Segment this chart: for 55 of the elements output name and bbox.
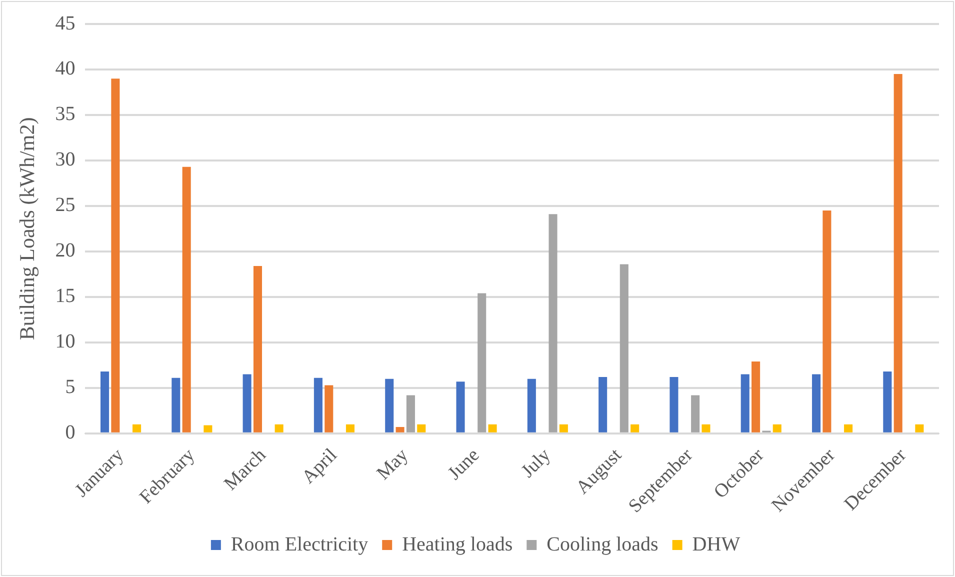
- bar: [396, 427, 404, 432]
- bar: [894, 74, 902, 432]
- bar: [314, 378, 322, 432]
- bar: [478, 293, 486, 432]
- bar: [132, 424, 142, 432]
- bar: [844, 424, 853, 432]
- x-tick-label: July: [517, 444, 556, 482]
- bar: [488, 424, 497, 432]
- y-axis-title: Building Loads (kWh/m2): [15, 117, 40, 340]
- bar: [385, 378, 394, 432]
- legend-label: Heating loads: [402, 533, 513, 556]
- bar: [324, 385, 334, 432]
- bar: [100, 372, 110, 432]
- bar: [456, 382, 465, 432]
- bar: [915, 424, 924, 432]
- y-tick-label: 0: [65, 422, 76, 444]
- bar: [242, 374, 252, 432]
- y-tick-label: 40: [55, 58, 76, 80]
- legend-label: DHW: [692, 533, 740, 556]
- y-tick-label: 30: [55, 148, 76, 171]
- y-tick-label: 5: [65, 376, 76, 398]
- bar: [346, 424, 355, 432]
- bar: [559, 424, 568, 432]
- bar: [752, 362, 760, 432]
- bar: [630, 424, 640, 432]
- y-tick-label: 45: [55, 12, 76, 34]
- bar: [598, 377, 608, 432]
- bar: [111, 78, 120, 432]
- bar: [691, 395, 700, 432]
- bar: [822, 210, 832, 432]
- bar: [620, 264, 628, 432]
- legend-label: Cooling loads: [546, 533, 659, 556]
- bar: [204, 425, 212, 432]
- bar: [274, 424, 284, 432]
- bar: [548, 214, 558, 432]
- bar: [527, 378, 536, 432]
- x-tick-label: June: [444, 444, 484, 484]
- y-tick-label: 25: [55, 194, 76, 216]
- x-tick-label: May: [372, 444, 413, 484]
- bar: [417, 424, 426, 432]
- y-tick-label: 15: [55, 285, 76, 308]
- bar: [702, 424, 710, 432]
- bar: [670, 377, 678, 432]
- legend-label: Room Electricity: [230, 533, 368, 556]
- bar: [772, 424, 782, 432]
- bar: [182, 166, 191, 432]
- y-tick-label: 20: [55, 240, 76, 262]
- y-tick-label: 10: [55, 330, 76, 353]
- bar: [883, 372, 892, 432]
- y-tick-label: 35: [55, 103, 76, 126]
- bar: [172, 378, 180, 432]
- bar: [406, 395, 415, 432]
- bar: [740, 374, 750, 432]
- bar: [812, 374, 821, 432]
- bar: [253, 266, 262, 432]
